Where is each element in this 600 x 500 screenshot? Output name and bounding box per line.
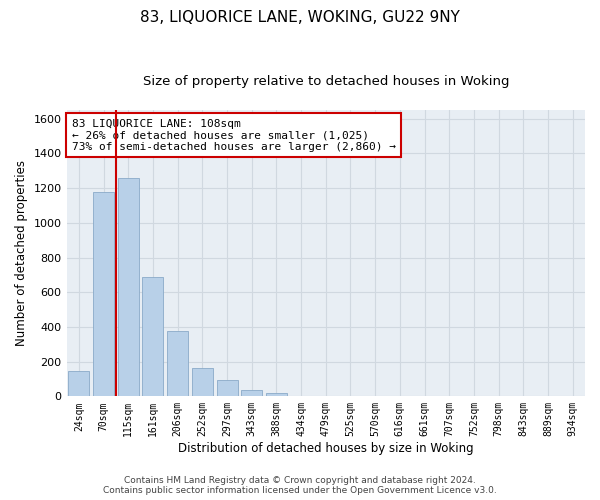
Bar — [241, 390, 262, 396]
Text: Contains HM Land Registry data © Crown copyright and database right 2024.
Contai: Contains HM Land Registry data © Crown c… — [103, 476, 497, 495]
Bar — [118, 178, 139, 396]
Bar — [167, 332, 188, 396]
Bar — [68, 370, 89, 396]
Bar — [266, 392, 287, 396]
Bar — [192, 368, 213, 396]
Bar — [142, 276, 163, 396]
Bar — [217, 380, 238, 396]
Text: 83, LIQUORICE LANE, WOKING, GU22 9NY: 83, LIQUORICE LANE, WOKING, GU22 9NY — [140, 10, 460, 25]
Title: Size of property relative to detached houses in Woking: Size of property relative to detached ho… — [143, 75, 509, 88]
Bar — [93, 192, 114, 396]
Text: 83 LIQUORICE LANE: 108sqm
← 26% of detached houses are smaller (1,025)
73% of se: 83 LIQUORICE LANE: 108sqm ← 26% of detac… — [72, 118, 396, 152]
X-axis label: Distribution of detached houses by size in Woking: Distribution of detached houses by size … — [178, 442, 473, 455]
Y-axis label: Number of detached properties: Number of detached properties — [15, 160, 28, 346]
